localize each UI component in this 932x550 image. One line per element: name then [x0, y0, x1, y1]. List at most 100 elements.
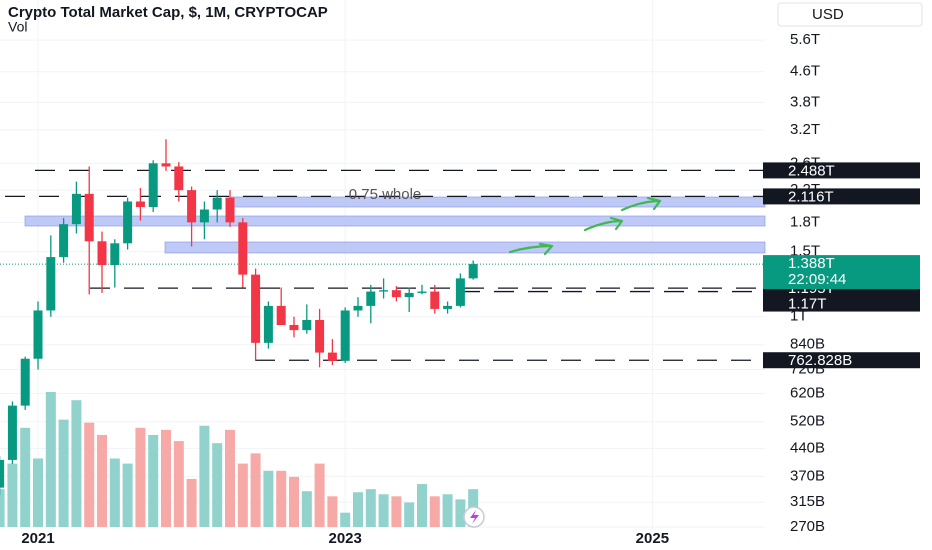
last-price-label: 1.388T [788, 255, 835, 272]
candle-body [251, 274, 261, 343]
volume-bar [250, 453, 261, 527]
volume-bar [391, 496, 402, 527]
y-tick-label: 5.6T [790, 31, 820, 48]
y-tick-label: 520B [790, 413, 825, 430]
candle-body [455, 278, 465, 306]
volume-bar [109, 458, 120, 527]
arrow [508, 242, 554, 256]
candle-body [123, 201, 133, 244]
currency[interactable]: USD [812, 6, 844, 23]
y-tick-label: 3.8T [790, 93, 820, 110]
y-tick-label: 3.2T [790, 121, 820, 138]
volume-bar [71, 400, 82, 527]
volume-bar [45, 392, 56, 527]
candle-body [379, 290, 389, 292]
candle-body [174, 166, 184, 191]
volume-bar [327, 496, 338, 527]
volume-bar [314, 463, 325, 527]
candle-body [302, 320, 312, 331]
arrows [508, 196, 662, 256]
candle-body [148, 163, 158, 208]
volume-bar [365, 489, 376, 527]
candle-body [404, 292, 414, 298]
level-label-box [763, 352, 920, 369]
volume-bar [352, 492, 363, 527]
candle-body [97, 241, 107, 266]
candle-body [199, 209, 209, 223]
candle-body [443, 305, 453, 309]
volume-bar [0, 489, 5, 527]
arrow [583, 216, 624, 232]
level-label: 2.116T [788, 188, 834, 205]
candle-body [59, 224, 69, 258]
candle-body [225, 197, 235, 223]
candle-body [187, 190, 197, 223]
volume-bar [97, 434, 108, 527]
volume-bar [263, 470, 274, 527]
candles-layer [0, 139, 478, 495]
volume-bar [58, 419, 69, 527]
candle-body [340, 310, 350, 361]
volume-bar [404, 502, 415, 527]
y-tick-label: 620B [790, 384, 825, 401]
candle-body [327, 352, 337, 361]
zone [164, 241, 766, 254]
volume-layer [0, 392, 479, 527]
y-tick-label: 840B [790, 336, 825, 353]
countdown: 22:09:44 [788, 271, 846, 288]
y-tick-label: 370B [790, 467, 825, 484]
candle-body [366, 291, 376, 306]
volume-bar [416, 484, 427, 527]
chart-title: Crypto Total Market Cap, $, 1M, CRYPTOCA… [8, 4, 328, 21]
level-label-box [763, 188, 920, 205]
volume-bar [20, 427, 31, 527]
volume-bar [237, 463, 248, 527]
y-tick-label: 1T [790, 308, 808, 325]
volume-bar [276, 470, 287, 527]
zone [229, 196, 766, 208]
x-tick-label: 2023 [329, 530, 362, 547]
candle-body [135, 201, 145, 208]
candle-body [0, 459, 5, 488]
volume-bar [7, 463, 18, 527]
candle-body [276, 305, 286, 325]
y-tick-label: 315B [790, 493, 825, 510]
volume-bar [122, 463, 133, 527]
volume-bar [288, 476, 299, 527]
level-label-box [763, 162, 920, 179]
volume-bar [33, 458, 44, 527]
candle-body [33, 310, 43, 359]
candle-body [289, 324, 299, 331]
volume-bar [224, 429, 235, 527]
volume-bar [173, 441, 184, 527]
candle-body [353, 305, 363, 311]
volume-bar [378, 494, 389, 527]
volume-bar [161, 429, 172, 527]
candle-body [161, 163, 171, 167]
grid [0, 0, 765, 530]
candle-body [7, 405, 17, 460]
currency-button[interactable] [777, 2, 923, 27]
icon [470, 510, 479, 524]
volume-bar [455, 499, 466, 527]
candle-body [20, 358, 30, 406]
candle-body [212, 197, 222, 210]
zone [24, 215, 766, 227]
level-label: 1.17T [788, 296, 826, 313]
volume-bar [340, 512, 351, 527]
volume-bar [212, 443, 223, 527]
candle-body [430, 291, 440, 309]
candle-body [110, 243, 120, 266]
volume-bar [199, 425, 210, 527]
y-tick-label: 440B [790, 440, 825, 457]
level-label-box [763, 295, 920, 312]
candle-body [468, 264, 478, 279]
volume-label: Vol [8, 19, 27, 35]
candle-body [263, 305, 273, 343]
candle-body [46, 257, 56, 311]
candle-body [71, 193, 81, 225]
annotation: 0.75 whole [349, 186, 422, 203]
last-price-box [763, 255, 920, 290]
volume-bar [442, 494, 453, 527]
